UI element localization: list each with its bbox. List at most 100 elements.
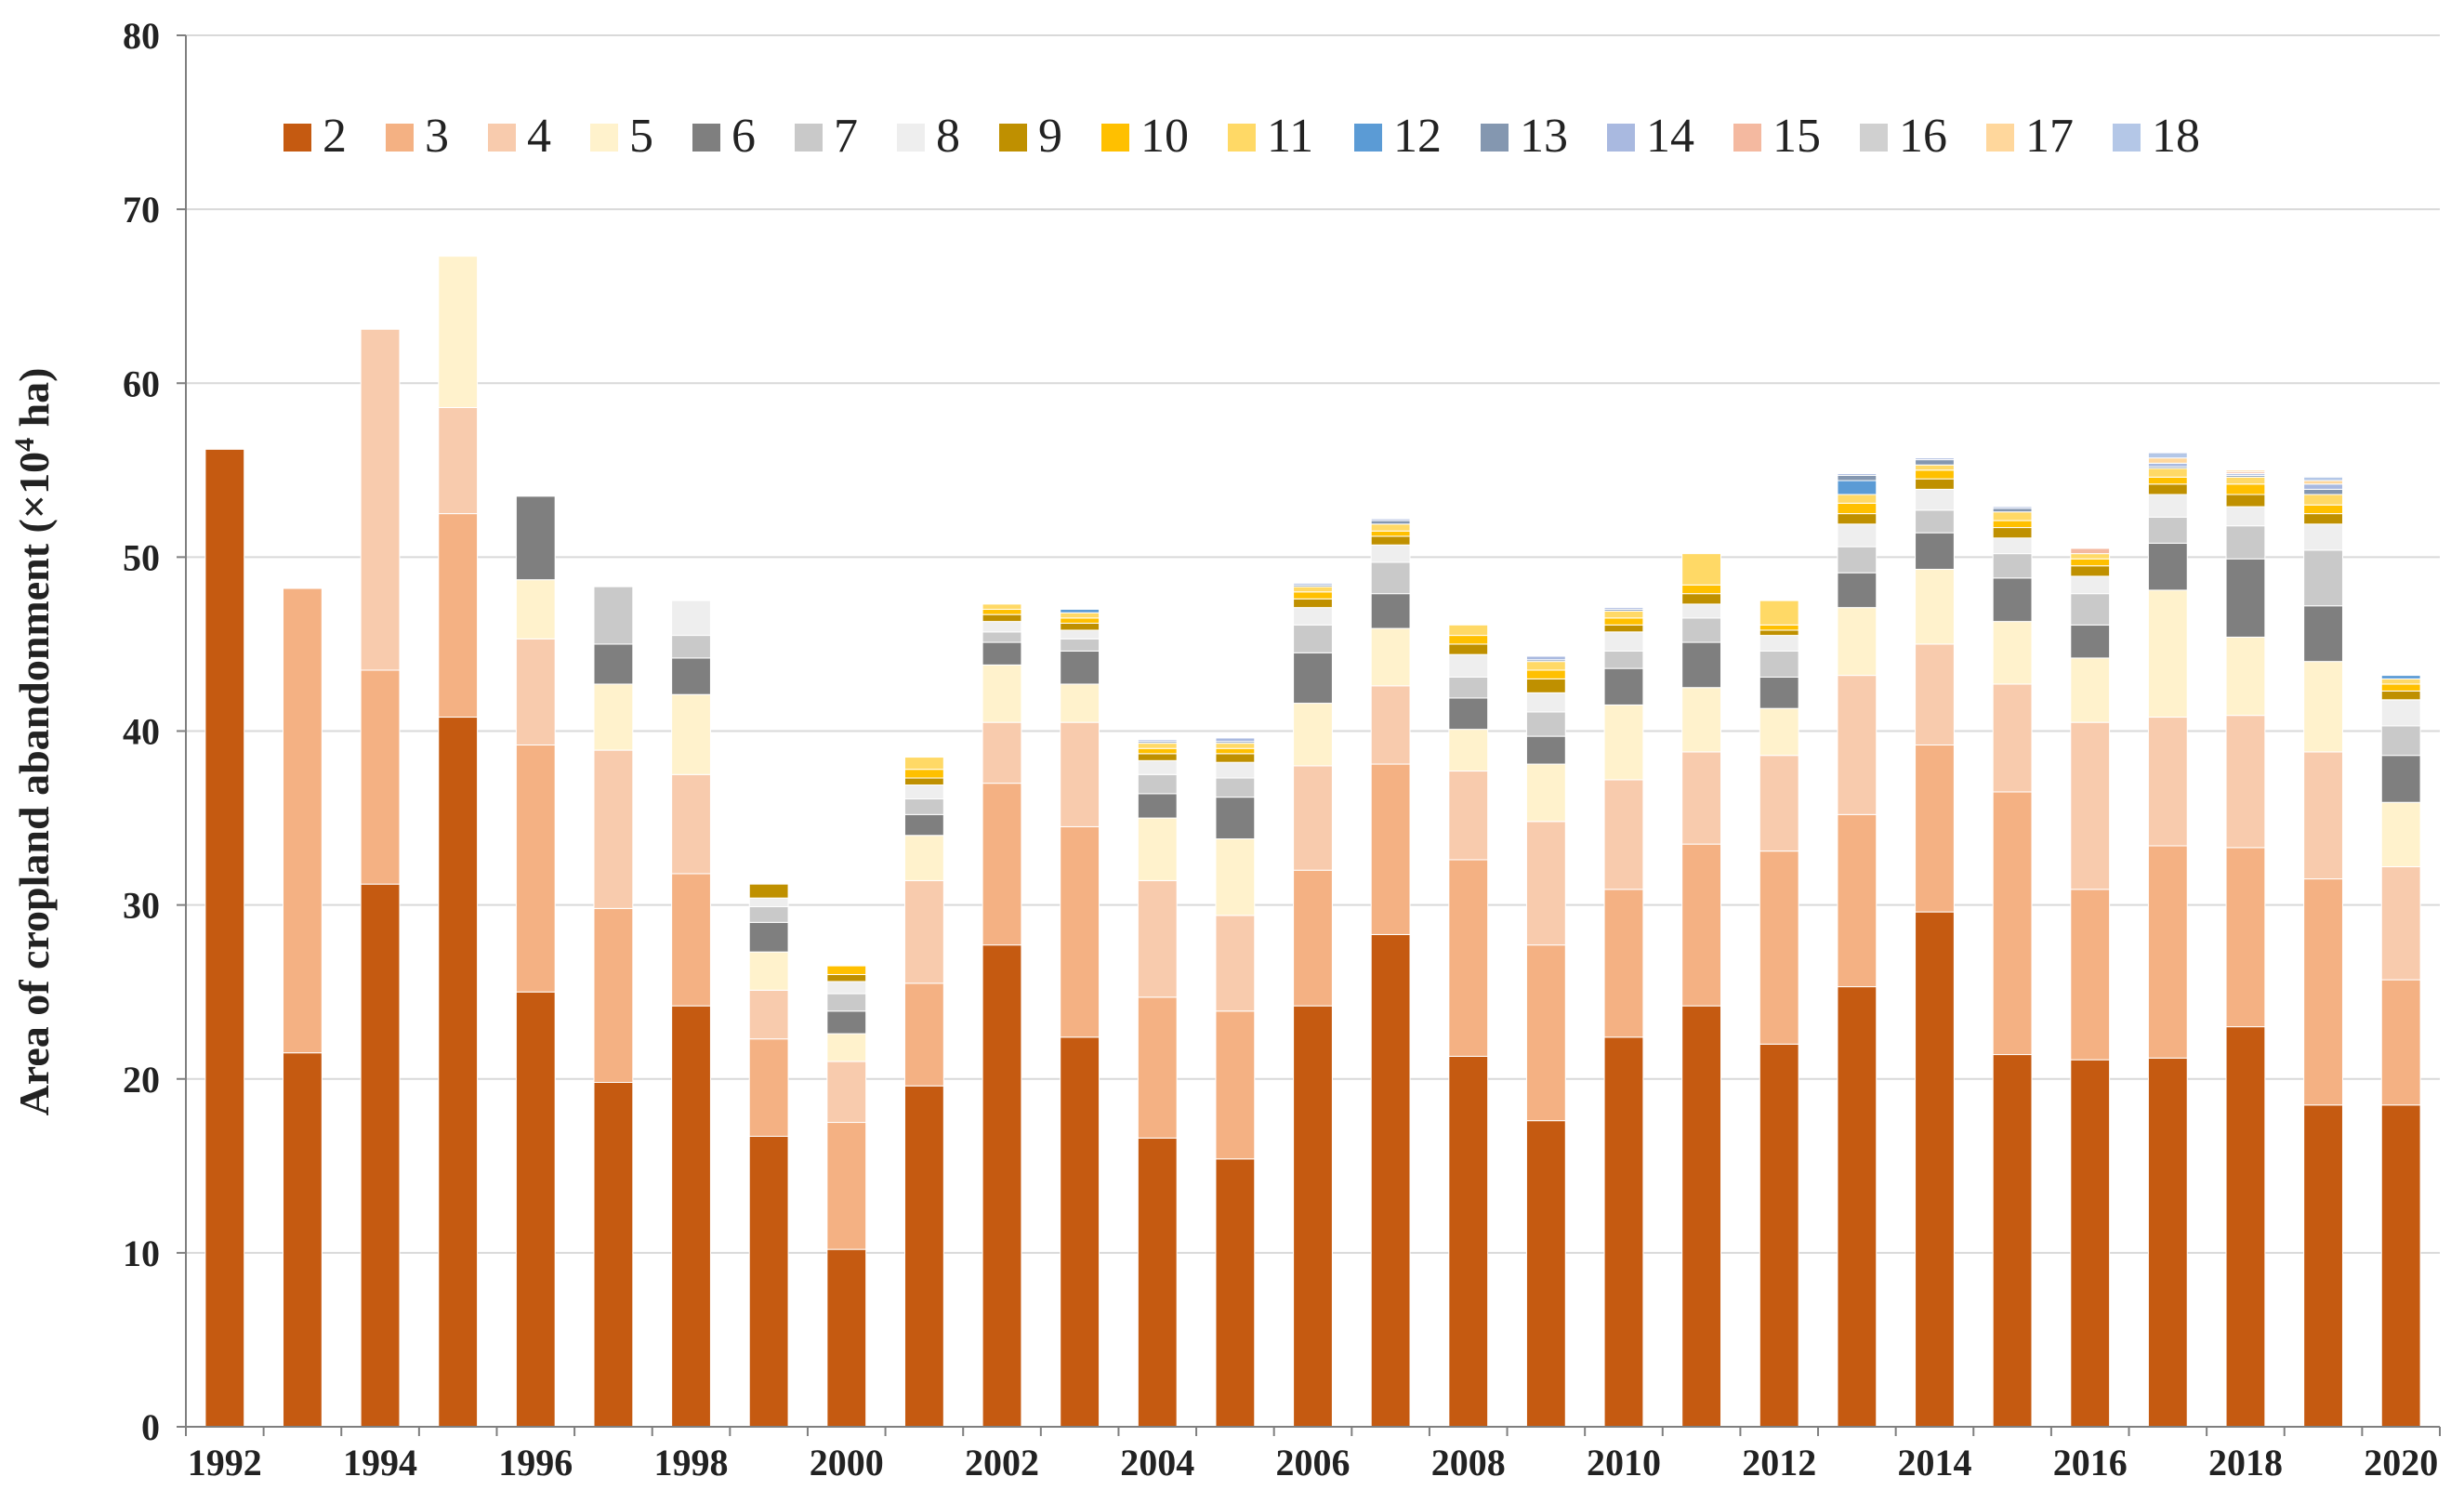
- bar-2019-series-6: [2303, 605, 2343, 663]
- y-tick-label-70: 70: [123, 189, 160, 231]
- legend-swatch-14: [1607, 124, 1635, 152]
- bar-1995-series-5: [438, 256, 479, 408]
- legend-item-14: 14: [1607, 110, 1694, 163]
- y-tick-label-0: 0: [141, 1406, 160, 1448]
- y-tick-label-30: 30: [123, 885, 160, 927]
- bar-2007-series-13: [1370, 520, 1411, 525]
- bar-2000-series-2: [826, 1248, 867, 1428]
- bar-2003-series-9: [1060, 622, 1100, 631]
- bar-2012-series-9: [1759, 629, 1799, 637]
- bar-2005-series-14: [1215, 737, 1256, 743]
- legend-label-14: 14: [1646, 110, 1694, 163]
- bar-2012-series-3: [1759, 850, 1799, 1045]
- legend-label-16: 16: [1899, 110, 1947, 163]
- bar-2008-series-8: [1448, 653, 1489, 678]
- bar-2016-series-5: [2070, 657, 2111, 723]
- legend-label-10: 10: [1140, 110, 1189, 163]
- bar-2018-series-3: [2225, 847, 2266, 1028]
- x-tick-label-2010: 2010: [1587, 1442, 1661, 1483]
- legend-label-6: 6: [731, 110, 756, 163]
- bar-2013-series-10: [1837, 502, 1878, 515]
- legend-item-11: 11: [1228, 110, 1313, 163]
- bar-2018-series-7: [2225, 525, 2266, 560]
- bar-2003-series-12: [1060, 609, 1100, 613]
- bar-2020-series-11: [2380, 678, 2421, 685]
- bar-2014-series-2: [1915, 911, 1955, 1428]
- bar-1996-series-3: [515, 744, 556, 993]
- legend-swatch-18: [2113, 124, 2141, 152]
- y-tick-label-10: 10: [123, 1233, 160, 1274]
- bar-2010-series-11: [1603, 610, 1644, 619]
- bar-2019-series-3: [2303, 878, 2343, 1106]
- bar-2005-series-10: [1215, 747, 1256, 755]
- bar-1999-series-8: [748, 897, 789, 907]
- bar-2012-series-2: [1759, 1043, 1799, 1428]
- legend-label-17: 17: [2025, 110, 2074, 163]
- legend-label-8: 8: [936, 110, 960, 163]
- bar-2011-series-7: [1681, 617, 1722, 643]
- bar-2000-series-5: [826, 1033, 867, 1062]
- legend: 2 3 4 5 6 7 8 9 10 11 12 13 14 15 16 17 18: [283, 110, 2200, 163]
- bar-2017-series-10: [2147, 476, 2188, 485]
- bar-stack-2013: [1837, 473, 1878, 1428]
- bar-2010-series-9: [1603, 624, 1644, 633]
- bar-2018-series-10: [2225, 483, 2266, 495]
- bar-2008-series-3: [1448, 859, 1489, 1057]
- bar-stack-2005: [1215, 737, 1256, 1428]
- bar-2015-series-8: [1992, 537, 2033, 555]
- bar-2019-series-9: [2303, 513, 2343, 525]
- bar-2015-series-9: [1992, 527, 2033, 539]
- bar-2013-series-9: [1837, 513, 1878, 525]
- bar-2005-series-3: [1215, 1010, 1256, 1160]
- bar-2014-series-4: [1915, 643, 1955, 745]
- bar-stack-2016: [2070, 547, 2111, 1428]
- bar-2004-series-8: [1137, 759, 1178, 775]
- x-tick-label-1992: 1992: [188, 1442, 262, 1483]
- bar-2017-series-3: [2147, 845, 2188, 1059]
- bar-stack-1992: [204, 448, 245, 1428]
- bar-2017-series-14: [2147, 462, 2188, 468]
- legend-swatch-12: [1354, 124, 1382, 152]
- bar-2020-series-5: [2380, 801, 2421, 867]
- bar-2003-series-10: [1060, 617, 1100, 624]
- bar-1999-series-6: [748, 921, 789, 953]
- legend-swatch-5: [590, 124, 618, 152]
- bar-2013-series-14: [1837, 473, 1878, 476]
- bar-1996-series-6: [515, 495, 556, 581]
- bar-2004-series-4: [1137, 879, 1178, 998]
- legend-label-2: 2: [323, 110, 347, 163]
- bar-2017-series-18: [2147, 452, 2188, 459]
- bar-2012-series-10: [1759, 624, 1799, 631]
- bar-2017-series-8: [2147, 494, 2188, 518]
- bar-2010-series-3: [1603, 889, 1644, 1038]
- bar-2009-series-8: [1525, 692, 1566, 713]
- bar-2019-series-17: [2303, 480, 2343, 485]
- legend-label-12: 12: [1393, 110, 1442, 163]
- bar-2016-series-15: [2070, 547, 2111, 555]
- bar-2009-series-3: [1525, 944, 1566, 1122]
- legend-swatch-11: [1228, 124, 1256, 152]
- bar-2015-series-7: [1992, 553, 2033, 579]
- bar-2010-series-6: [1603, 667, 1644, 705]
- x-tick-label-2002: 2002: [965, 1442, 1039, 1483]
- bar-2011-series-6: [1681, 641, 1722, 689]
- legend-item-17: 17: [1986, 110, 2074, 163]
- bar-2002-series-2: [982, 944, 1022, 1428]
- bar-2016-series-8: [2070, 575, 2111, 595]
- bar-2015-series-5: [1992, 621, 2033, 685]
- bar-1997-series-2: [593, 1081, 634, 1428]
- legend-item-15: 15: [1733, 110, 1821, 163]
- bar-stack-1995: [438, 256, 479, 1428]
- x-tick-label-2000: 2000: [810, 1442, 884, 1483]
- bar-2016-series-11: [2070, 553, 2111, 560]
- bar-2007-series-4: [1370, 685, 1411, 765]
- bar-2016-series-4: [2070, 721, 2111, 890]
- bars: [204, 256, 2421, 1428]
- legend-swatch-2: [283, 124, 311, 152]
- bar-2017-series-17: [2147, 457, 2188, 464]
- bar-2003-series-5: [1060, 683, 1100, 723]
- bar-1992-series-2: [204, 448, 245, 1428]
- legend-swatch-17: [1986, 124, 2014, 152]
- y-tick-label-40: 40: [123, 711, 160, 753]
- bar-2017-series-7: [2147, 516, 2188, 544]
